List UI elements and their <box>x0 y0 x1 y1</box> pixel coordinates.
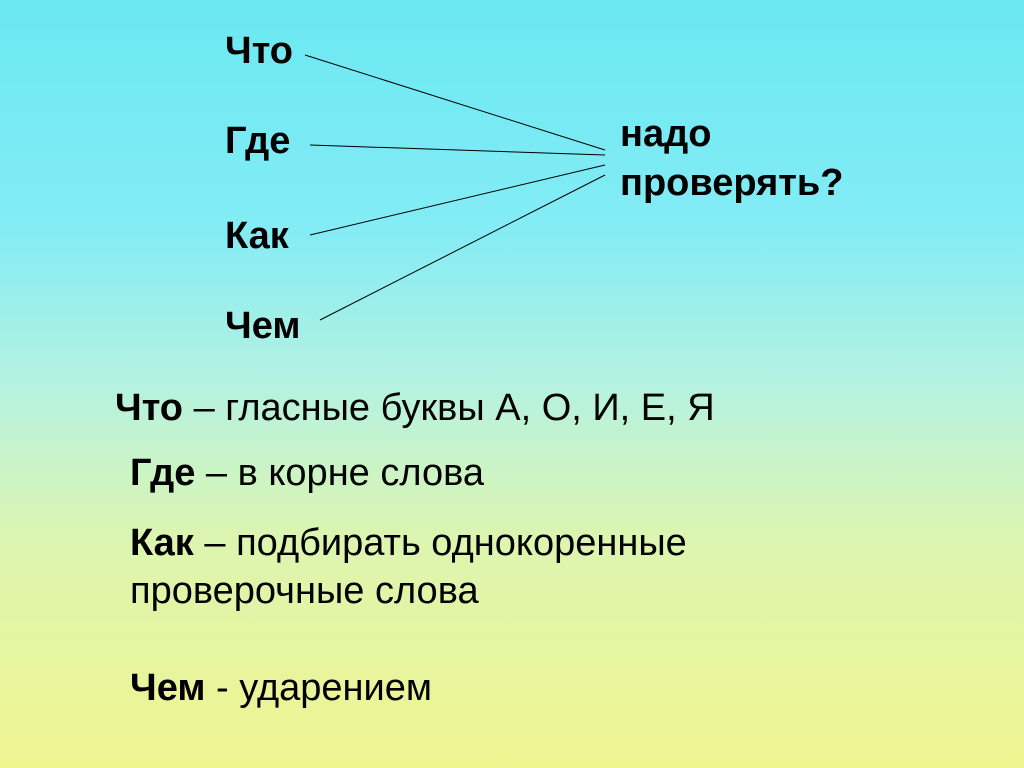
line-3 <box>310 165 605 235</box>
answer-where-text: в корне слова <box>238 452 484 494</box>
target-line-1: надо <box>620 113 711 155</box>
question-word-with-what: Чем <box>225 305 300 348</box>
answer-with-what: Чем - ударением <box>130 665 432 713</box>
answer-where-label: Где <box>130 452 195 494</box>
answer-with-what-text: ударением <box>239 667 432 709</box>
answer-how: Как – подбирать однокоренные проверочные… <box>130 520 910 615</box>
question-word-how: Как <box>225 215 289 258</box>
line-2 <box>310 145 605 155</box>
line-4 <box>320 175 605 320</box>
connector-lines <box>0 0 1024 768</box>
target-phrase: надо проверять? <box>620 110 843 209</box>
answer-with-what-label: Чем <box>130 667 205 709</box>
target-line-2: проверять? <box>620 162 843 204</box>
answer-with-what-dash: - <box>216 667 229 709</box>
answer-what: Что – гласные буквы А, О, И, Е, Я <box>115 385 715 433</box>
question-word-where: Где <box>225 120 290 163</box>
answer-where: Где – в корне слова <box>130 450 484 498</box>
answer-how-dash: – <box>204 522 225 564</box>
line-1 <box>305 55 605 150</box>
answer-what-label: Что <box>115 387 183 429</box>
answer-how-label: Как <box>130 522 194 564</box>
answer-what-text: гласные буквы А, О, И, Е, Я <box>225 387 714 429</box>
question-word-what: Что <box>225 30 293 73</box>
answer-what-dash: – <box>194 387 215 429</box>
answer-where-dash: – <box>206 452 227 494</box>
